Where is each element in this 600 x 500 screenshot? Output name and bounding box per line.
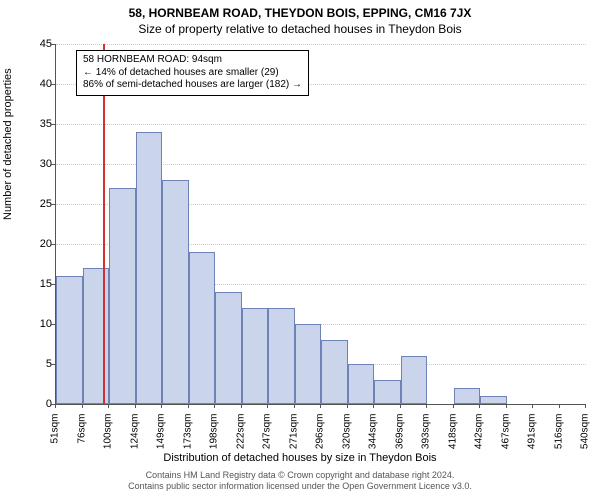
x-tick-mark (55, 404, 56, 408)
x-tick-mark (532, 404, 533, 408)
histogram-bar (348, 364, 375, 404)
x-tick-label: 173sqm (182, 414, 193, 464)
x-tick-label: 320sqm (341, 414, 352, 464)
chart-title-line1: 58, HORNBEAM ROAD, THEYDON BOIS, EPPING,… (0, 0, 600, 20)
chart-title-line2: Size of property relative to detached ho… (0, 20, 600, 36)
y-tick-label: 40 (22, 78, 52, 90)
x-tick-label: 467sqm (500, 414, 511, 464)
x-tick-label: 393sqm (421, 414, 432, 464)
histogram-bar (162, 180, 189, 404)
x-tick-mark (426, 404, 427, 408)
y-tick-mark (51, 164, 55, 165)
gridline (56, 44, 586, 45)
x-tick-label: 149sqm (156, 414, 167, 464)
x-tick-mark (585, 404, 586, 408)
x-tick-mark (135, 404, 136, 408)
y-tick-label: 45 (22, 38, 52, 50)
x-tick-mark (294, 404, 295, 408)
y-tick-mark (51, 364, 55, 365)
footer-line2: Contains public sector information licen… (0, 481, 600, 492)
x-tick-label: 222sqm (235, 414, 246, 464)
y-tick-label: 35 (22, 118, 52, 130)
x-tick-mark (214, 404, 215, 408)
histogram-bar (321, 340, 348, 404)
x-tick-mark (373, 404, 374, 408)
histogram-bar (295, 324, 322, 404)
y-tick-mark (51, 84, 55, 85)
y-tick-mark (51, 124, 55, 125)
annotation-line3: 86% of semi-detached houses are larger (… (83, 79, 302, 92)
y-tick-mark (51, 44, 55, 45)
footer-line1: Contains HM Land Registry data © Crown c… (0, 470, 600, 481)
x-tick-mark (400, 404, 401, 408)
plot-area: 58 HORNBEAM ROAD: 94sqm ← 14% of detache… (55, 44, 586, 405)
histogram-bar (83, 268, 110, 404)
gridline (56, 124, 586, 125)
histogram-bar (215, 292, 242, 404)
y-tick-label: 30 (22, 158, 52, 170)
x-tick-label: 344sqm (368, 414, 379, 464)
histogram-bar (56, 276, 83, 404)
chart-container: 58, HORNBEAM ROAD, THEYDON BOIS, EPPING,… (0, 0, 600, 500)
annotation-box: 58 HORNBEAM ROAD: 94sqm ← 14% of detache… (76, 50, 309, 96)
annotation-line2: ← 14% of detached houses are smaller (29… (83, 67, 302, 80)
y-tick-mark (51, 324, 55, 325)
x-tick-label: 271sqm (288, 414, 299, 464)
x-tick-mark (267, 404, 268, 408)
x-tick-mark (241, 404, 242, 408)
x-tick-label: 100sqm (103, 414, 114, 464)
histogram-bar (189, 252, 216, 404)
x-tick-label: 369sqm (394, 414, 405, 464)
x-tick-mark (161, 404, 162, 408)
y-tick-label: 0 (22, 398, 52, 410)
x-tick-mark (320, 404, 321, 408)
x-tick-label: 247sqm (262, 414, 273, 464)
x-tick-label: 296sqm (315, 414, 326, 464)
y-axis-label: Number of detached properties (2, 68, 14, 220)
x-tick-mark (453, 404, 454, 408)
x-tick-label: 76sqm (76, 414, 87, 464)
y-tick-label: 20 (22, 238, 52, 250)
y-tick-mark (51, 244, 55, 245)
x-tick-mark (82, 404, 83, 408)
y-tick-label: 5 (22, 358, 52, 370)
histogram-bar (401, 356, 428, 404)
x-tick-label: 124sqm (129, 414, 140, 464)
annotation-line1: 58 HORNBEAM ROAD: 94sqm (83, 54, 302, 67)
histogram-bar (480, 396, 507, 404)
x-tick-mark (188, 404, 189, 408)
x-tick-label: 51sqm (50, 414, 61, 464)
x-tick-label: 198sqm (209, 414, 220, 464)
histogram-bar (136, 132, 163, 404)
x-tick-mark (108, 404, 109, 408)
x-tick-mark (506, 404, 507, 408)
x-tick-label: 516sqm (553, 414, 564, 464)
histogram-bar (454, 388, 481, 404)
x-tick-label: 491sqm (527, 414, 538, 464)
y-tick-label: 25 (22, 198, 52, 210)
histogram-bar (268, 308, 295, 404)
x-tick-mark (347, 404, 348, 408)
histogram-bar (242, 308, 269, 404)
footer: Contains HM Land Registry data © Crown c… (0, 470, 600, 493)
y-tick-mark (51, 284, 55, 285)
x-tick-mark (479, 404, 480, 408)
y-tick-mark (51, 204, 55, 205)
y-tick-label: 15 (22, 278, 52, 290)
histogram-bar (109, 188, 136, 404)
reference-marker (103, 44, 105, 404)
x-tick-mark (559, 404, 560, 408)
x-tick-label: 540sqm (580, 414, 591, 464)
x-tick-label: 442sqm (474, 414, 485, 464)
x-tick-label: 418sqm (447, 414, 458, 464)
histogram-bar (374, 380, 401, 404)
y-tick-label: 10 (22, 318, 52, 330)
